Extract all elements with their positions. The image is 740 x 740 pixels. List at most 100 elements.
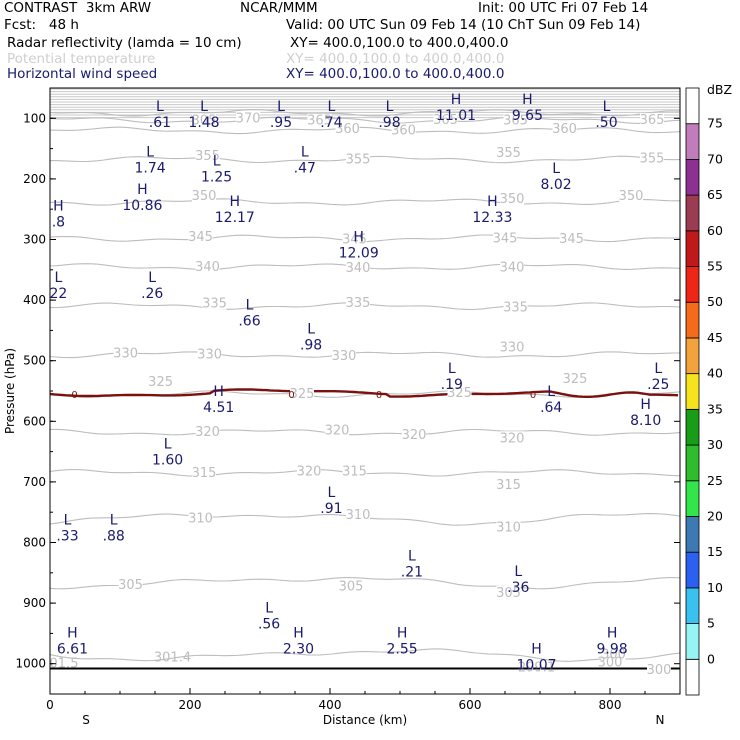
theta-label: 365 (307, 114, 332, 129)
x-tick-label: 200 (179, 698, 202, 712)
colorbar-swatch (685, 87, 700, 125)
theta-label: 355 (640, 151, 665, 166)
wind-extremum-low: L (547, 384, 555, 400)
wind-extremum-value: 6.61 (57, 642, 88, 658)
wind-extremum-high: H (230, 194, 241, 210)
theta-label-bg (500, 431, 524, 445)
theta-label: 355 (496, 146, 521, 161)
colorbar-level: 50 (707, 294, 723, 309)
theta-label-bg (496, 585, 521, 599)
theta-label: 315 (192, 466, 217, 481)
theta-label: 335 (202, 297, 227, 312)
colorbar-level: 20 (707, 508, 723, 523)
wind-extremum-value: 1.25 (201, 170, 232, 186)
theta-isentrope-320 (50, 428, 680, 436)
wind-extremum-value: 12.17 (215, 210, 255, 226)
theta-label: 365 (433, 113, 458, 128)
theta-label: 355 (346, 153, 371, 168)
wind-extremum-value: .33 (56, 528, 78, 544)
theta-label: 305 (496, 586, 521, 601)
wind-extremum-value: 9.65 (512, 108, 543, 124)
model-title: CONTRAST 3km ARW (4, 0, 152, 16)
field-wind-name: Horizontal wind speed (7, 66, 158, 82)
theta-label-bg (342, 232, 367, 246)
theta-label-bg (402, 428, 426, 442)
theta-label: 345 (559, 232, 584, 247)
theta-label: 325 (148, 375, 173, 390)
theta-label-bg (197, 347, 222, 361)
theta-label: 360 (552, 122, 577, 137)
theta-label-bg (346, 152, 370, 166)
theta-label: 320 (195, 425, 220, 440)
colorbar-swatch (685, 516, 700, 553)
theta-label: 330 (500, 340, 525, 355)
x-tick-label: 800 (599, 698, 622, 712)
wind-extremum-low: L (146, 145, 154, 161)
wind-extremum-value: .88 (103, 528, 125, 544)
colorbar-swatch (685, 337, 700, 375)
wind-extremum-value: 1.48 (188, 115, 219, 131)
wind-extremum-value: 22 (49, 286, 67, 302)
theta-label-bg (500, 340, 524, 354)
theta-label: 325 (290, 387, 315, 402)
colorbar-swatch (685, 480, 700, 517)
wind-extremum-value: 2.30 (283, 642, 314, 658)
wind-extremum-high: H (213, 384, 224, 400)
wind-extremum-low: L (246, 297, 254, 313)
colorbar-level: 30 (707, 437, 723, 452)
wind-extremum-value: 1.74 (135, 161, 166, 177)
theta-label-bg (503, 113, 528, 127)
theta-label: 310 (496, 520, 521, 535)
theta-label-bg (297, 464, 321, 478)
colorbar-swatch (685, 587, 700, 624)
theta-label-bg (647, 662, 671, 676)
theta-label: 350 (619, 189, 644, 204)
wind-extremum-low: L (603, 99, 611, 115)
wind-extremum-high: H (67, 626, 78, 642)
theta-label-bg (325, 423, 349, 437)
theta-label-bg (447, 385, 472, 399)
end-label-south: S (82, 713, 90, 727)
freezing-level-label: 0 (376, 390, 382, 401)
wind-extremum-low: L (64, 512, 72, 528)
theta-label: 320 (297, 465, 322, 480)
x-tick-label: 600 (459, 698, 482, 712)
wind-extremum-value: .95 (270, 115, 292, 131)
colorbar-swatch (685, 123, 700, 160)
theta-label: 300 (647, 663, 672, 678)
theta-label: 365 (640, 113, 665, 128)
theta-label: 350 (192, 189, 217, 204)
colorbar-swatch (685, 444, 700, 482)
colorbar-level: 45 (707, 330, 723, 345)
y-axis-title: Pressure (hPa) (3, 348, 17, 434)
wind-extremum-low: L (200, 99, 208, 115)
colorbar-swatch (685, 408, 700, 446)
theta-label-bg (496, 477, 521, 491)
theta-label: 325 (563, 372, 588, 387)
wind-extremum-value: 9.98 (597, 642, 628, 658)
field-theta-xy: XY= 400.0,100.0 to 400.0,400.0 (286, 51, 505, 67)
wind-extremum-value: .91 (320, 501, 342, 517)
x-axis-title: Distance (km) (323, 713, 407, 727)
theta-label-bg (433, 113, 458, 127)
theta-label-bg (346, 296, 370, 310)
colorbar-swatch (685, 194, 700, 232)
wind-extremum-value: .56 (258, 616, 280, 632)
field-reflectivity-name: Radar reflectivity (lamda = 10 cm) (7, 35, 242, 51)
theta-label-bg (559, 231, 584, 245)
colorbar-swatch (685, 230, 700, 267)
wind-extremum-low: L (448, 361, 456, 377)
wind-extremum-high: H (53, 198, 64, 214)
wind-extremum-low: L (307, 321, 315, 337)
wind-extremum-low: L (514, 564, 522, 580)
wind-extremum-high: H (487, 194, 498, 210)
theta-label-bg (601, 647, 626, 661)
theta-label-bg (195, 425, 220, 439)
y-tick-label: 300 (23, 233, 46, 247)
theta-label: 320 (402, 428, 427, 443)
theta-label-bg (493, 231, 517, 245)
theta-label: 305 (192, 114, 217, 129)
wind-extremum-value: .61 (149, 115, 171, 131)
wind-extremum-value: 1.60 (152, 453, 183, 469)
colorbar-level: 15 (707, 544, 723, 559)
